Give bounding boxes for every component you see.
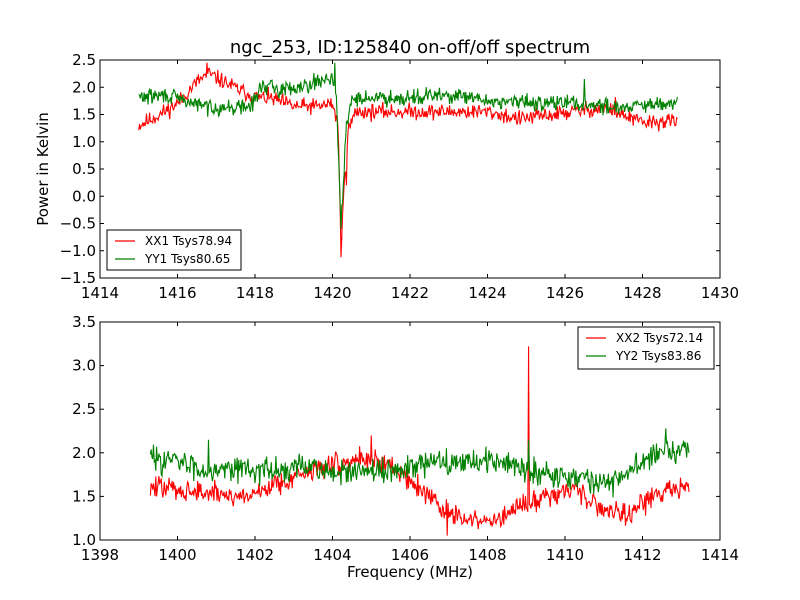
y-tick-label: 1.5 [72,106,96,124]
y-axis-label: Power in Kelvin [34,112,52,226]
x-tick-label: 1414 [701,546,739,564]
x-tick-label: 1400 [158,546,196,564]
x-tick-label: 1410 [546,546,584,564]
top-spectrum-panel: 1414 1416 1418 1420 1422 1424 1426 1428 1430 −1.5… [60,51,740,302]
series-line-top-1 [138,62,678,258]
series-group [149,346,690,536]
legend: XX1 Tsys78.94 YY1 Tsys80.65 [106,229,242,271]
x-tick-label: 1402 [236,546,274,564]
series-line-top-2 [138,62,678,229]
y-tick-label: 0.5 [72,160,96,178]
y-tick-label: 2.5 [72,51,96,69]
y-tick-label: 2.0 [72,444,96,462]
legend-box [577,326,715,370]
y-tick-label: 1.0 [72,133,96,151]
series-line-bottom-1 [149,346,690,536]
legend-label: XX1 Tsys78.94 [145,234,232,248]
y-tick-label: 1.5 [72,487,96,505]
legend-label: YY1 Tsys80.65 [144,252,230,266]
legend-box [106,229,242,271]
y-tick-label: −1.5 [60,269,96,287]
x-tick-label: 1408 [468,546,506,564]
figure-title: ngc_253, ID:125840 on-off/off spectrum [230,37,590,58]
y-tick-label: 3.0 [72,357,96,375]
x-tick-label: 1426 [546,284,584,302]
series-group [138,62,678,258]
x-tick-label: 1428 [623,284,661,302]
y-tick-label: 2.5 [72,400,96,418]
series-line-bottom-2 [149,428,690,498]
x-tick-label: 1406 [391,546,429,564]
legend-label: XX2 Tsys72.14 [616,331,703,345]
y-tick-label: 3.5 [72,313,96,331]
x-tick-label: 1420 [313,284,351,302]
bottom-spectrum-panel: 1398 1400 1402 1404 1406 1408 1410 1412 1414 1.0 1… [72,313,739,564]
y-tick-label: 2.0 [72,78,96,96]
x-tick-label: 1404 [313,546,351,564]
x-tick-label: 1418 [236,284,274,302]
legend: XX2 Tsys72.14 YY2 Tsys83.86 [577,326,715,370]
y-tick-label: −1.0 [60,242,96,260]
x-tick-label: 1424 [468,284,506,302]
x-tick-label: 1414 [81,284,119,302]
legend-label: YY2 Tsys83.86 [615,349,701,363]
x-tick-label: 1430 [701,284,739,302]
y-tick-label: −0.5 [60,215,96,233]
x-tick-label: 1416 [158,284,196,302]
x-tick-label: 1398 [81,546,119,564]
x-tick-label: 1412 [623,546,661,564]
x-tick-label: 1422 [391,284,429,302]
x-axis-label: Frequency (MHz) [347,563,473,581]
y-tick-label: 0.0 [72,187,96,205]
y-tick-label: 1.0 [72,531,96,549]
